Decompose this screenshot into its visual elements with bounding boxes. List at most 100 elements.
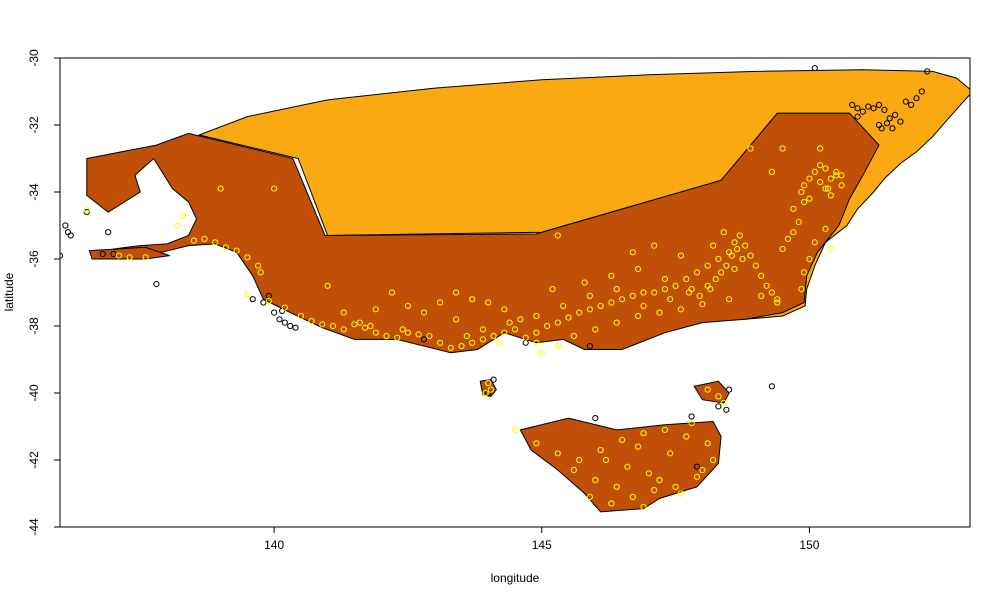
- occurrence-point-yellow: [257, 269, 264, 276]
- occurrence-point-yellow: [554, 319, 561, 326]
- occurrence-point-yellow: [758, 272, 765, 279]
- occurrence-point-yellow: [522, 334, 529, 341]
- occurrence-point-yellow: [506, 319, 513, 326]
- occurrence-point-yellow: [533, 329, 540, 336]
- occurrence-point-yellow: [677, 490, 685, 497]
- occurrence-point-yellow: [613, 286, 620, 293]
- occurrence-point-yellow: [707, 286, 714, 293]
- occurrence-point-black: [886, 115, 893, 122]
- occurrence-point-yellow: [586, 306, 594, 313]
- occurrence-point-yellow: [651, 242, 658, 249]
- occurrence-point-black: [908, 101, 915, 109]
- occurrence-point-yellow: [495, 339, 502, 346]
- occurrence-point-black: [62, 222, 69, 229]
- occurrence-point-black: [913, 95, 920, 102]
- occurrence-point-yellow: [801, 182, 808, 189]
- occurrence-point-yellow: [822, 185, 829, 192]
- occurrence-point-yellow: [795, 219, 802, 226]
- occurrence-point-yellow: [501, 329, 508, 336]
- occurrence-point-yellow: [581, 279, 588, 286]
- occurrence-point-yellow: [742, 242, 749, 249]
- occurrence-point-yellow: [592, 326, 599, 333]
- occurrence-point-yellow: [485, 379, 492, 387]
- occurrence-point-black: [875, 101, 883, 109]
- occurrence-point-yellow: [768, 289, 776, 296]
- occurrence-point-yellow: [608, 500, 615, 507]
- occurrence-point-yellow: [487, 386, 494, 393]
- land-polygon-2: [519, 417, 722, 513]
- occurrence-point-yellow: [372, 306, 379, 313]
- occurrence-point-yellow: [677, 306, 685, 313]
- occurrence-point-black: [902, 98, 909, 105]
- land-polygon-1: [86, 112, 880, 354]
- occurrence-point-yellow: [624, 463, 631, 470]
- occurrence-point-black: [768, 383, 776, 390]
- occurrence-point-yellow: [517, 316, 524, 323]
- occurrence-point-black: [878, 125, 885, 132]
- occurrence-point-black: [110, 250, 117, 258]
- occurrence-point-black: [849, 101, 856, 109]
- occurrence-point-yellow: [404, 329, 411, 336]
- occurrence-point-yellow: [752, 262, 760, 269]
- occurrence-point-yellow: [661, 426, 669, 433]
- occurrence-point-yellow: [672, 282, 679, 289]
- y-tick-label: -42: [27, 451, 41, 469]
- occurrence-point-black: [918, 88, 925, 95]
- occurrence-point-yellow: [420, 309, 428, 316]
- occurrence-point-yellow: [415, 331, 422, 338]
- occurrence-point-yellow: [613, 319, 620, 326]
- occurrence-point-yellow: [774, 296, 781, 303]
- occurrence-point-yellow: [255, 262, 262, 269]
- occurrence-point-black: [723, 406, 730, 413]
- occurrence-point-yellow: [469, 339, 476, 346]
- occurrence-point-yellow: [340, 326, 347, 333]
- occurrence-point-yellow: [768, 168, 776, 175]
- occurrence-point-black: [726, 386, 733, 393]
- occurrence-point-yellow: [533, 339, 540, 346]
- occurrence-point-yellow: [747, 145, 754, 152]
- occurrence-point-yellow: [217, 185, 224, 192]
- occurrence-point-yellow: [174, 222, 181, 229]
- occurrence-point-yellow: [437, 339, 444, 346]
- occurrence-point-yellow: [640, 430, 647, 437]
- y-tick-label: -34: [27, 183, 41, 201]
- occurrence-point-yellow: [83, 207, 90, 214]
- occurrence-point-black: [883, 120, 891, 127]
- occurrence-point-black: [153, 281, 160, 288]
- x-tick-label: 140: [264, 538, 284, 552]
- occurrence-point-yellow: [640, 302, 647, 309]
- occurrence-point-black: [854, 113, 861, 120]
- occurrence-point-yellow: [811, 168, 818, 175]
- occurrence-point-yellow: [726, 296, 733, 303]
- occurrence-point-yellow: [533, 440, 540, 447]
- occurrence-point-yellow: [597, 446, 604, 454]
- occurrence-point-yellow: [190, 237, 197, 244]
- x-axis-title: longitude: [491, 571, 540, 585]
- occurrence-point-yellow: [297, 312, 304, 320]
- occurrence-point-yellow: [329, 322, 337, 330]
- occurrence-point-yellow: [736, 232, 743, 239]
- occurrence-point-yellow: [533, 312, 540, 320]
- occurrence-point-yellow: [319, 321, 326, 328]
- occurrence-point-yellow: [602, 456, 610, 464]
- occurrence-point-yellow: [827, 175, 834, 182]
- occurrence-point-black: [99, 250, 106, 258]
- occurrence-point-yellow: [827, 192, 834, 199]
- occurrence-point-black: [292, 324, 299, 331]
- occurrence-point-yellow: [635, 265, 642, 273]
- occurrence-point-yellow: [806, 175, 813, 182]
- occurrence-point-yellow: [683, 276, 690, 283]
- occurrence-point-yellow: [372, 329, 379, 336]
- occurrence-point-yellow: [388, 289, 395, 296]
- occurrence-point-yellow: [544, 322, 551, 330]
- occurrence-point-yellow: [233, 247, 240, 254]
- occurrence-point-yellow: [576, 456, 583, 464]
- occurrence-point-black: [276, 316, 283, 323]
- occurrence-point-yellow: [576, 309, 583, 316]
- occurrence-point-yellow: [629, 493, 636, 500]
- land-polygon-4: [693, 380, 730, 404]
- occurrence-point-yellow: [490, 332, 497, 340]
- occurrence-point-black: [892, 111, 899, 119]
- occurrence-point-yellow: [688, 420, 695, 427]
- occurrence-point-yellow: [501, 306, 508, 313]
